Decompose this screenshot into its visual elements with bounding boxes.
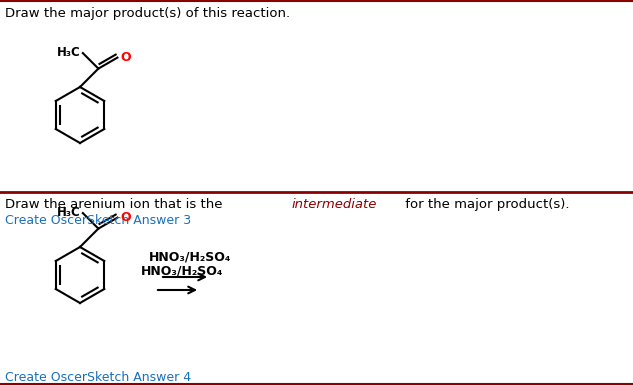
Text: H₃C: H₃C: [57, 206, 81, 219]
Text: H₃C: H₃C: [57, 45, 81, 59]
Text: O: O: [120, 51, 131, 64]
Text: HNO₃/H₂SO₄: HNO₃/H₂SO₄: [141, 264, 223, 277]
Text: Create OscerSketch Answer 3: Create OscerSketch Answer 3: [5, 214, 191, 227]
Text: Draw the major product(s) of this reaction.: Draw the major product(s) of this reacti…: [5, 7, 290, 20]
Text: Create OscerSketch Answer 4: Create OscerSketch Answer 4: [5, 371, 191, 384]
Text: O: O: [120, 211, 131, 224]
Text: for the major product(s).: for the major product(s).: [401, 198, 570, 211]
Text: Draw the arenium ion that is the: Draw the arenium ion that is the: [5, 198, 227, 211]
Text: HNO₃/H₂SO₄: HNO₃/H₂SO₄: [149, 251, 231, 264]
Text: intermediate: intermediate: [291, 198, 377, 211]
